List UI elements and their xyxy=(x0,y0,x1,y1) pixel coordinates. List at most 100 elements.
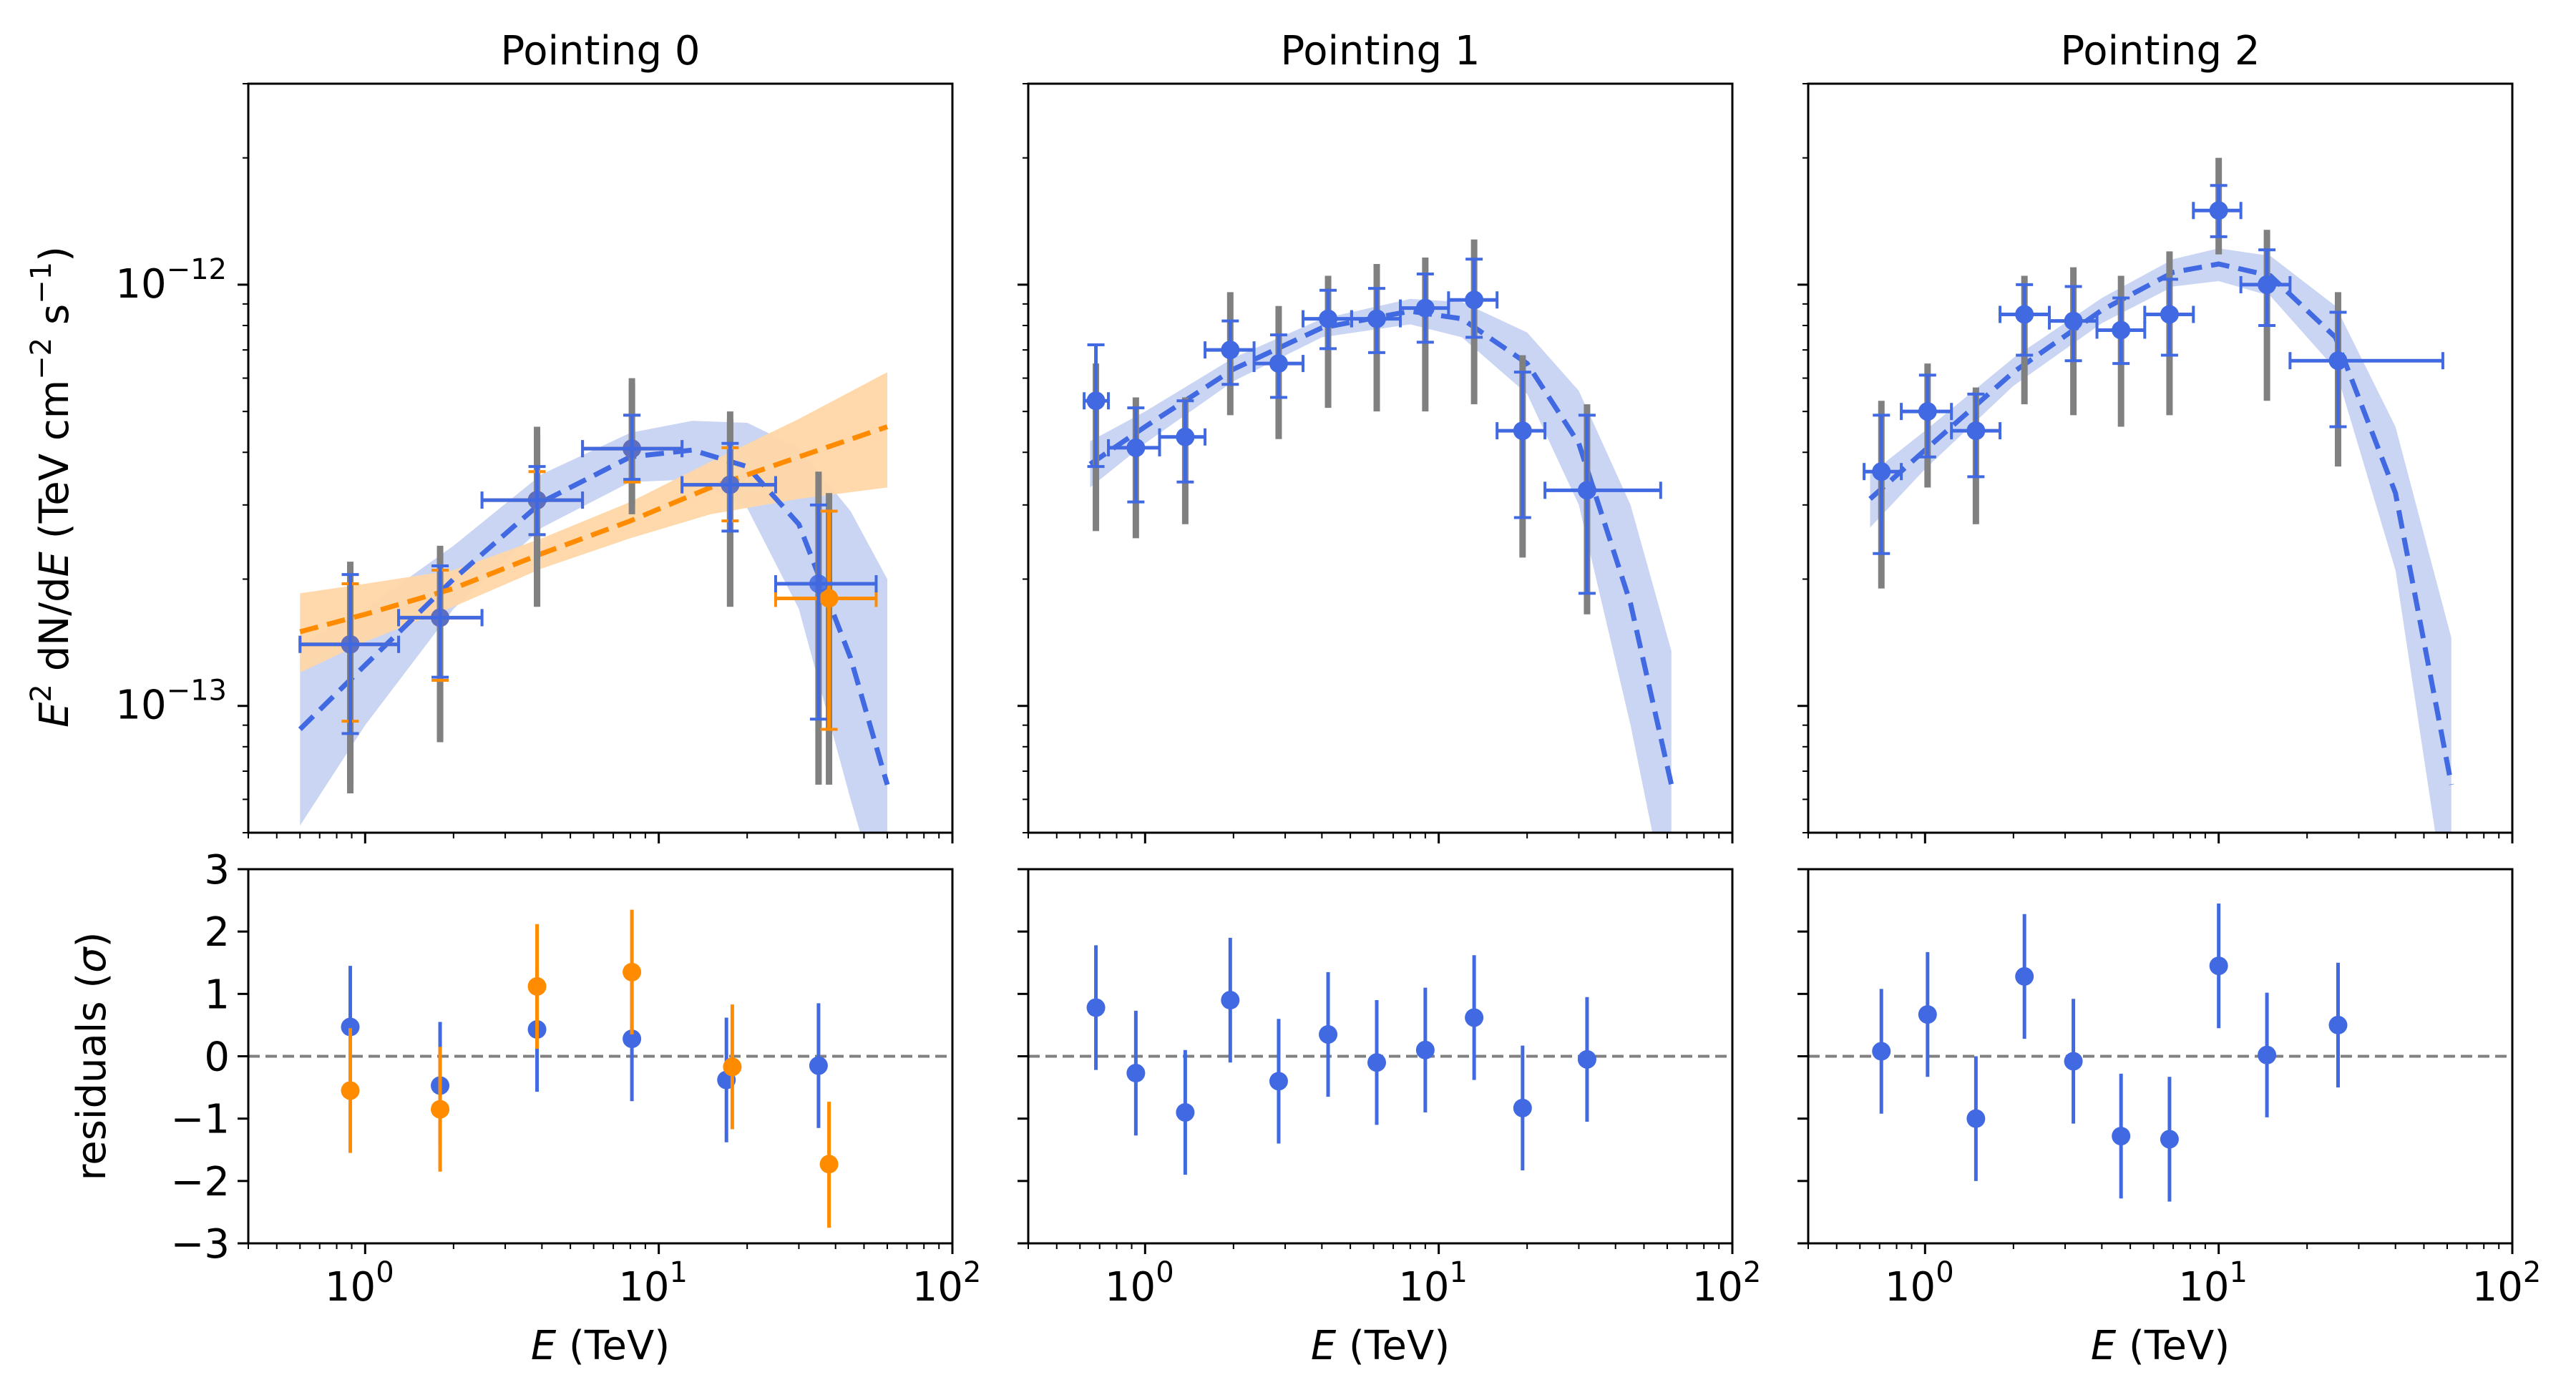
tick-exponent: −13 xyxy=(167,675,227,708)
res-label-part: residuals ( xyxy=(69,973,115,1181)
tick-base: 10 xyxy=(325,1264,376,1311)
x-axis-label: E (TeV) xyxy=(531,1323,670,1369)
flux-point xyxy=(341,635,360,654)
tick-base: 10 xyxy=(1398,1264,1449,1311)
flux-point xyxy=(1465,290,1484,310)
residual-point xyxy=(819,1155,839,1174)
ylabel-part: (TeV cm xyxy=(31,380,78,552)
residual-point xyxy=(1577,1049,1596,1069)
flux-point xyxy=(1086,391,1106,411)
x-tick-label: 102 xyxy=(1692,1256,1762,1311)
residual-point xyxy=(431,1100,450,1119)
residual-point xyxy=(2112,1127,2131,1146)
flux-point xyxy=(1176,427,1195,446)
x-tick-label: 100 xyxy=(325,1256,394,1311)
residual-point xyxy=(1221,991,1240,1010)
flux-point xyxy=(1367,309,1387,328)
residual-point xyxy=(2160,1130,2179,1149)
xlabel-part: E xyxy=(531,1323,557,1369)
tick-exponent: −12 xyxy=(167,253,227,286)
y-tick-label: 10−12 xyxy=(115,253,227,308)
tick-base: 10 xyxy=(1105,1264,1156,1311)
res-y-tick-label: −3 xyxy=(170,1221,230,1268)
spectrum-plot-area xyxy=(1863,157,2454,833)
flux-point xyxy=(1513,421,1532,441)
residual-point xyxy=(2209,956,2228,976)
ylabel-part: E xyxy=(31,551,78,577)
tick-base: 10 xyxy=(1885,1264,1936,1311)
y-tick-label: 10−13 xyxy=(115,675,227,729)
res-y-tick-label: −1 xyxy=(170,1097,230,1143)
ylabel-part: E xyxy=(31,702,78,728)
residual-point xyxy=(1176,1102,1195,1122)
residual-point xyxy=(1918,1005,1937,1024)
ylabel-part: 2 xyxy=(25,684,58,702)
residual-point xyxy=(341,1081,360,1100)
res-label-part: ) xyxy=(69,931,115,947)
x-tick-label: 100 xyxy=(1885,1256,1954,1311)
residual-point xyxy=(1465,1008,1484,1027)
res-y-tick-label: 1 xyxy=(204,971,230,1018)
fit-line-log-parabola xyxy=(1868,261,2454,785)
flux-point xyxy=(2258,275,2277,294)
tick-base: 10 xyxy=(2472,1264,2523,1311)
x-tick-label: 100 xyxy=(1105,1256,1174,1311)
tick-base: 10 xyxy=(618,1264,669,1311)
residual-point xyxy=(1269,1072,1288,1091)
x-tick-label: 101 xyxy=(1398,1256,1468,1311)
ylabel-part: dN/d xyxy=(31,577,78,684)
fit-line-log-parabola xyxy=(1088,308,1674,785)
residual-point xyxy=(2064,1052,2083,1071)
residual-point xyxy=(2328,1015,2348,1034)
res-label-part: σ xyxy=(69,946,115,973)
residual-point xyxy=(1872,1042,1891,1061)
fit-band-power-law xyxy=(300,372,887,673)
tick-exponent: 1 xyxy=(670,1256,688,1289)
tick-base: 10 xyxy=(1692,1264,1743,1311)
flux-point xyxy=(1126,438,1146,457)
x-axis-label: E (TeV) xyxy=(2091,1323,2230,1369)
flux-point xyxy=(431,608,450,627)
flux-point xyxy=(1269,354,1288,373)
residual-point xyxy=(623,1029,642,1049)
residual-point xyxy=(2015,966,2034,986)
tick-exponent: 2 xyxy=(2523,1256,2541,1289)
flux-point xyxy=(2328,351,2348,371)
fit-line-power-law xyxy=(299,424,889,635)
residual-point xyxy=(1086,998,1106,1017)
x-tick-label: 101 xyxy=(618,1256,688,1311)
flux-point xyxy=(1966,421,1986,441)
tick-base: 10 xyxy=(115,682,166,729)
residual-point xyxy=(1126,1064,1146,1083)
flux-point xyxy=(1221,341,1240,360)
res-y-tick-label: 2 xyxy=(204,909,230,956)
residual-point xyxy=(723,1057,742,1077)
tick-exponent: 2 xyxy=(963,1256,981,1289)
flux-point xyxy=(1319,309,1338,328)
tick-base: 10 xyxy=(912,1264,963,1311)
spectrum-axes-frame xyxy=(247,82,954,834)
tick-exponent: 1 xyxy=(1450,1256,1468,1289)
tick-exponent: 1 xyxy=(2230,1256,2248,1289)
spectrum-axes-frame xyxy=(1807,82,2514,834)
xlabel-part: E xyxy=(1311,1323,1337,1369)
tick-base: 10 xyxy=(115,261,166,308)
flux-point xyxy=(2064,311,2083,331)
res-y-tick-label: −2 xyxy=(170,1159,230,1205)
residual-point xyxy=(623,962,642,982)
xlabel-part: E xyxy=(2091,1323,2117,1369)
flux-point xyxy=(2160,305,2179,324)
flux-point xyxy=(2209,201,2228,220)
residual-point xyxy=(1966,1109,1986,1128)
residual-point xyxy=(1319,1024,1338,1044)
ylabel-part: −1 xyxy=(25,262,58,304)
panel-title: Pointing 0 xyxy=(500,28,700,74)
residual-point xyxy=(2258,1045,2277,1064)
flux-point xyxy=(1872,462,1891,481)
